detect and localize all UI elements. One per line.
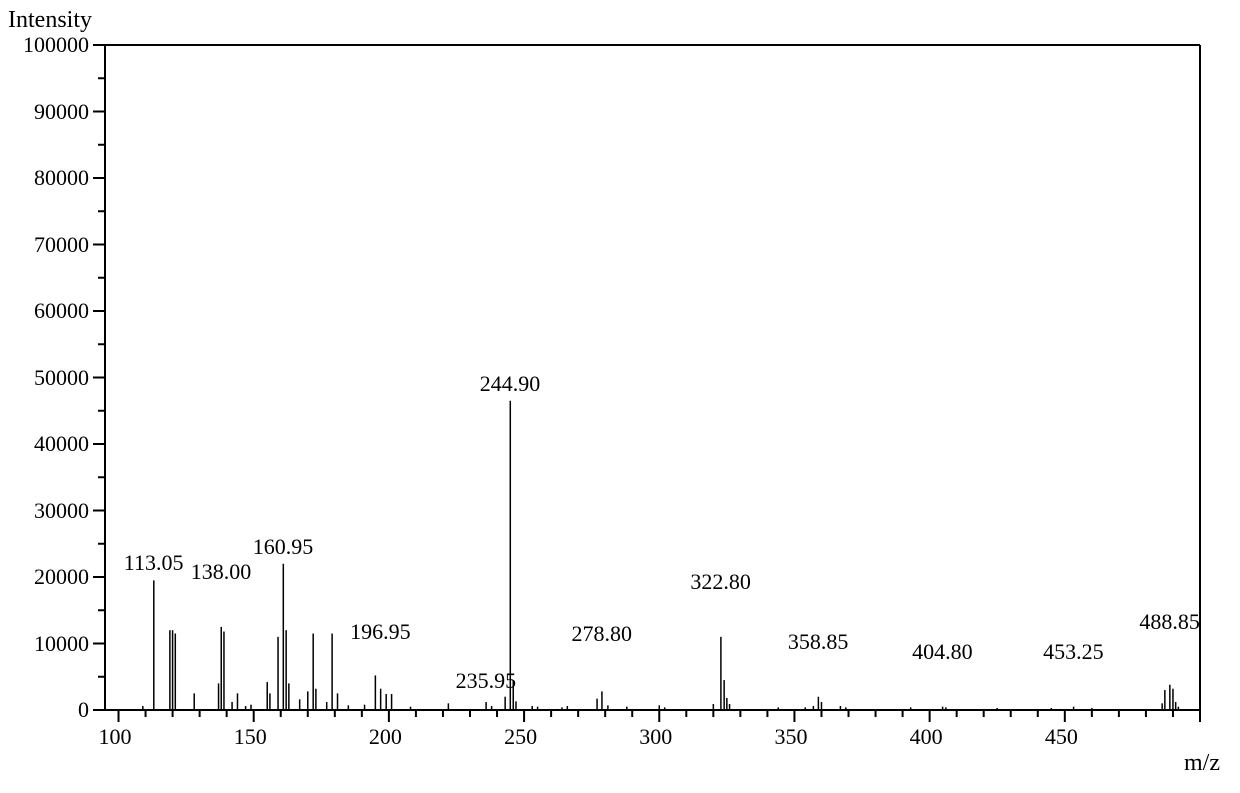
y-tick-label: 30000 <box>34 498 89 524</box>
peak-label: 322.80 <box>690 569 751 595</box>
y-tick-label: 50000 <box>34 365 89 391</box>
peak-label: 488.85 <box>1139 609 1200 635</box>
x-axis-title: m/z <box>1184 750 1220 777</box>
y-tick-label: 20000 <box>34 564 89 590</box>
x-tick-label: 300 <box>639 724 672 750</box>
peak-label: 453.25 <box>1043 639 1104 665</box>
x-tick-label: 350 <box>774 724 807 750</box>
peak-label: 244.90 <box>480 371 541 397</box>
y-tick-label: 60000 <box>34 298 89 324</box>
x-tick-label: 100 <box>99 724 132 750</box>
x-tick-label: 200 <box>369 724 402 750</box>
x-tick-label: 450 <box>1045 724 1078 750</box>
peak-label: 235.95 <box>456 668 517 694</box>
peak-label: 404.80 <box>912 639 973 665</box>
x-tick-label: 150 <box>234 724 267 750</box>
y-tick-label: 40000 <box>34 431 89 457</box>
mass-spectrum-chart: Intensity 0 10000 20000 30000 40000 50000 6000… <box>0 0 1240 788</box>
peak-label: 278.80 <box>571 621 632 647</box>
spectrum-canvas <box>0 0 1240 788</box>
peak-label: 196.95 <box>350 619 411 645</box>
y-axis-title: Intensity <box>8 7 92 34</box>
y-tick-label: 10000 <box>34 631 89 657</box>
x-tick-label: 400 <box>910 724 943 750</box>
peak-label: 138.00 <box>191 559 252 585</box>
y-tick-label: 100000 <box>23 32 89 58</box>
y-tick-label: 80000 <box>34 165 89 191</box>
x-tick-label: 250 <box>504 724 537 750</box>
y-tick-label: 70000 <box>34 232 89 258</box>
peak-label: 113.05 <box>124 550 184 576</box>
peak-label: 358.85 <box>788 629 849 655</box>
peak-label: 160.95 <box>253 534 314 560</box>
y-tick-label: 0 <box>78 697 89 723</box>
y-tick-label: 90000 <box>34 99 89 125</box>
